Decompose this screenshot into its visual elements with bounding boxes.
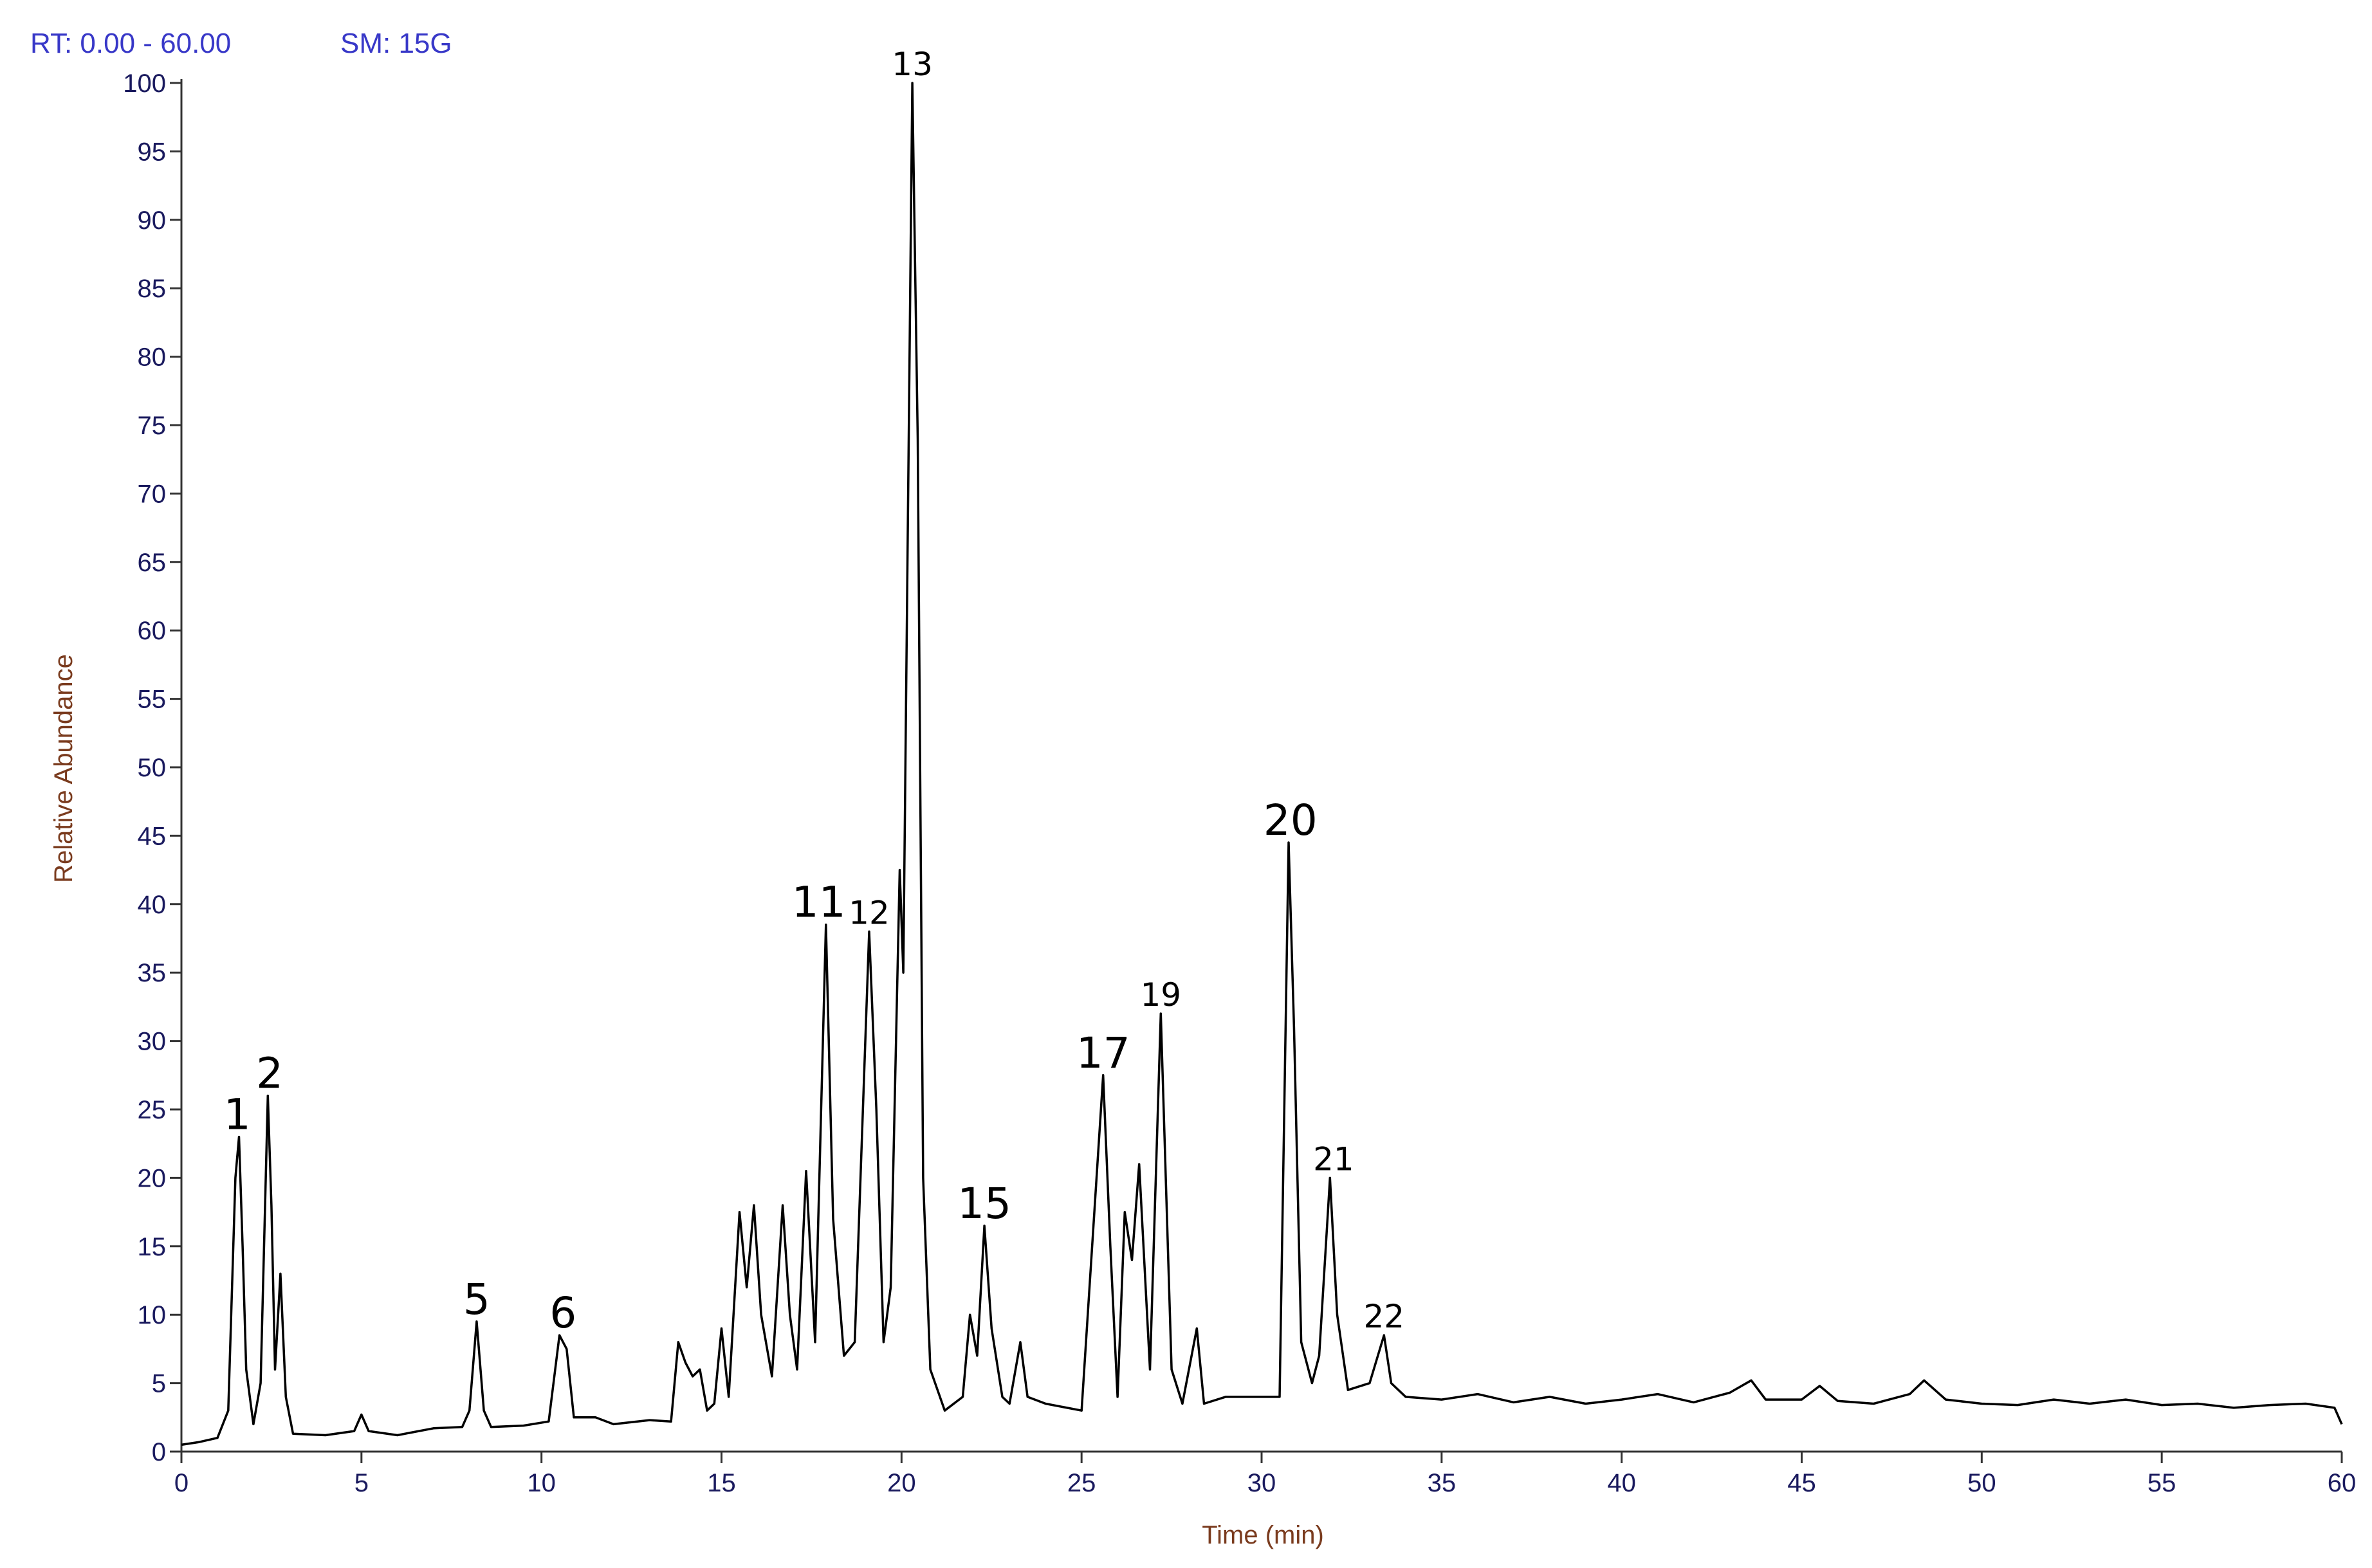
y-tick-label: 65 bbox=[138, 549, 167, 577]
peak-label: 12 bbox=[849, 894, 890, 931]
x-tick-label: 50 bbox=[1967, 1469, 1996, 1497]
peak-label: 21 bbox=[1313, 1140, 1354, 1178]
x-tick-label: 55 bbox=[2147, 1469, 2176, 1497]
x-tick-label: 25 bbox=[1067, 1469, 1096, 1497]
x-tick-label: 45 bbox=[1787, 1469, 1816, 1497]
peak-label: 22 bbox=[1363, 1298, 1404, 1335]
y-tick-label: 5 bbox=[152, 1370, 166, 1398]
peak-label: 13 bbox=[892, 46, 933, 83]
x-tick-label: 5 bbox=[354, 1469, 369, 1497]
y-tick-label: 25 bbox=[138, 1096, 167, 1124]
x-tick-label: 15 bbox=[707, 1469, 736, 1497]
x-tick-label: 60 bbox=[2328, 1469, 2357, 1497]
y-tick-label: 30 bbox=[138, 1028, 167, 1056]
x-axis-title: Time (min) bbox=[1202, 1521, 1324, 1549]
x-tick-label: 30 bbox=[1247, 1469, 1276, 1497]
rt-label: RT: 0.00 - 60.00 bbox=[30, 28, 231, 59]
x-tick-label: 20 bbox=[887, 1469, 916, 1497]
peak-label: 20 bbox=[1264, 796, 1318, 845]
peak-label: 1 bbox=[224, 1090, 251, 1140]
peak-label: 6 bbox=[549, 1288, 576, 1338]
x-tick-label: 35 bbox=[1428, 1469, 1457, 1497]
y-axis-title: Relative Abundance bbox=[50, 654, 78, 883]
sm-label: SM: 15G bbox=[340, 28, 452, 59]
y-tick-label: 35 bbox=[138, 959, 167, 987]
y-tick-label: 95 bbox=[138, 138, 167, 166]
y-tick-label: 60 bbox=[138, 617, 167, 645]
y-tick-label: 0 bbox=[152, 1438, 166, 1466]
y-tick-label: 75 bbox=[138, 412, 167, 440]
y-tick-label: 40 bbox=[138, 891, 167, 919]
y-tick-label: 90 bbox=[138, 206, 167, 235]
y-tick-label: 45 bbox=[138, 822, 167, 850]
peak-label: 17 bbox=[1076, 1028, 1130, 1078]
y-tick-label: 80 bbox=[138, 343, 167, 372]
peak-label: 5 bbox=[463, 1275, 490, 1324]
trace bbox=[181, 82, 2343, 1446]
y-tick-label: 50 bbox=[138, 754, 167, 782]
y-tick-label: 70 bbox=[138, 480, 167, 508]
peak-label: 15 bbox=[957, 1179, 1011, 1228]
y-tick-label: 20 bbox=[138, 1164, 167, 1192]
y-tick-label: 15 bbox=[138, 1233, 167, 1261]
peak-label: 2 bbox=[256, 1049, 283, 1099]
x-tick-label: 0 bbox=[174, 1469, 188, 1497]
peak-label: 19 bbox=[1140, 976, 1181, 1014]
x-tick-label: 10 bbox=[527, 1469, 556, 1497]
y-tick-label: 10 bbox=[138, 1301, 167, 1329]
x-tick-label: 40 bbox=[1607, 1469, 1636, 1497]
y-tick-label: 85 bbox=[138, 275, 167, 303]
y-tick-label: 100 bbox=[123, 69, 166, 98]
peak-label: 11 bbox=[792, 878, 846, 927]
y-tick-label: 55 bbox=[138, 686, 167, 714]
